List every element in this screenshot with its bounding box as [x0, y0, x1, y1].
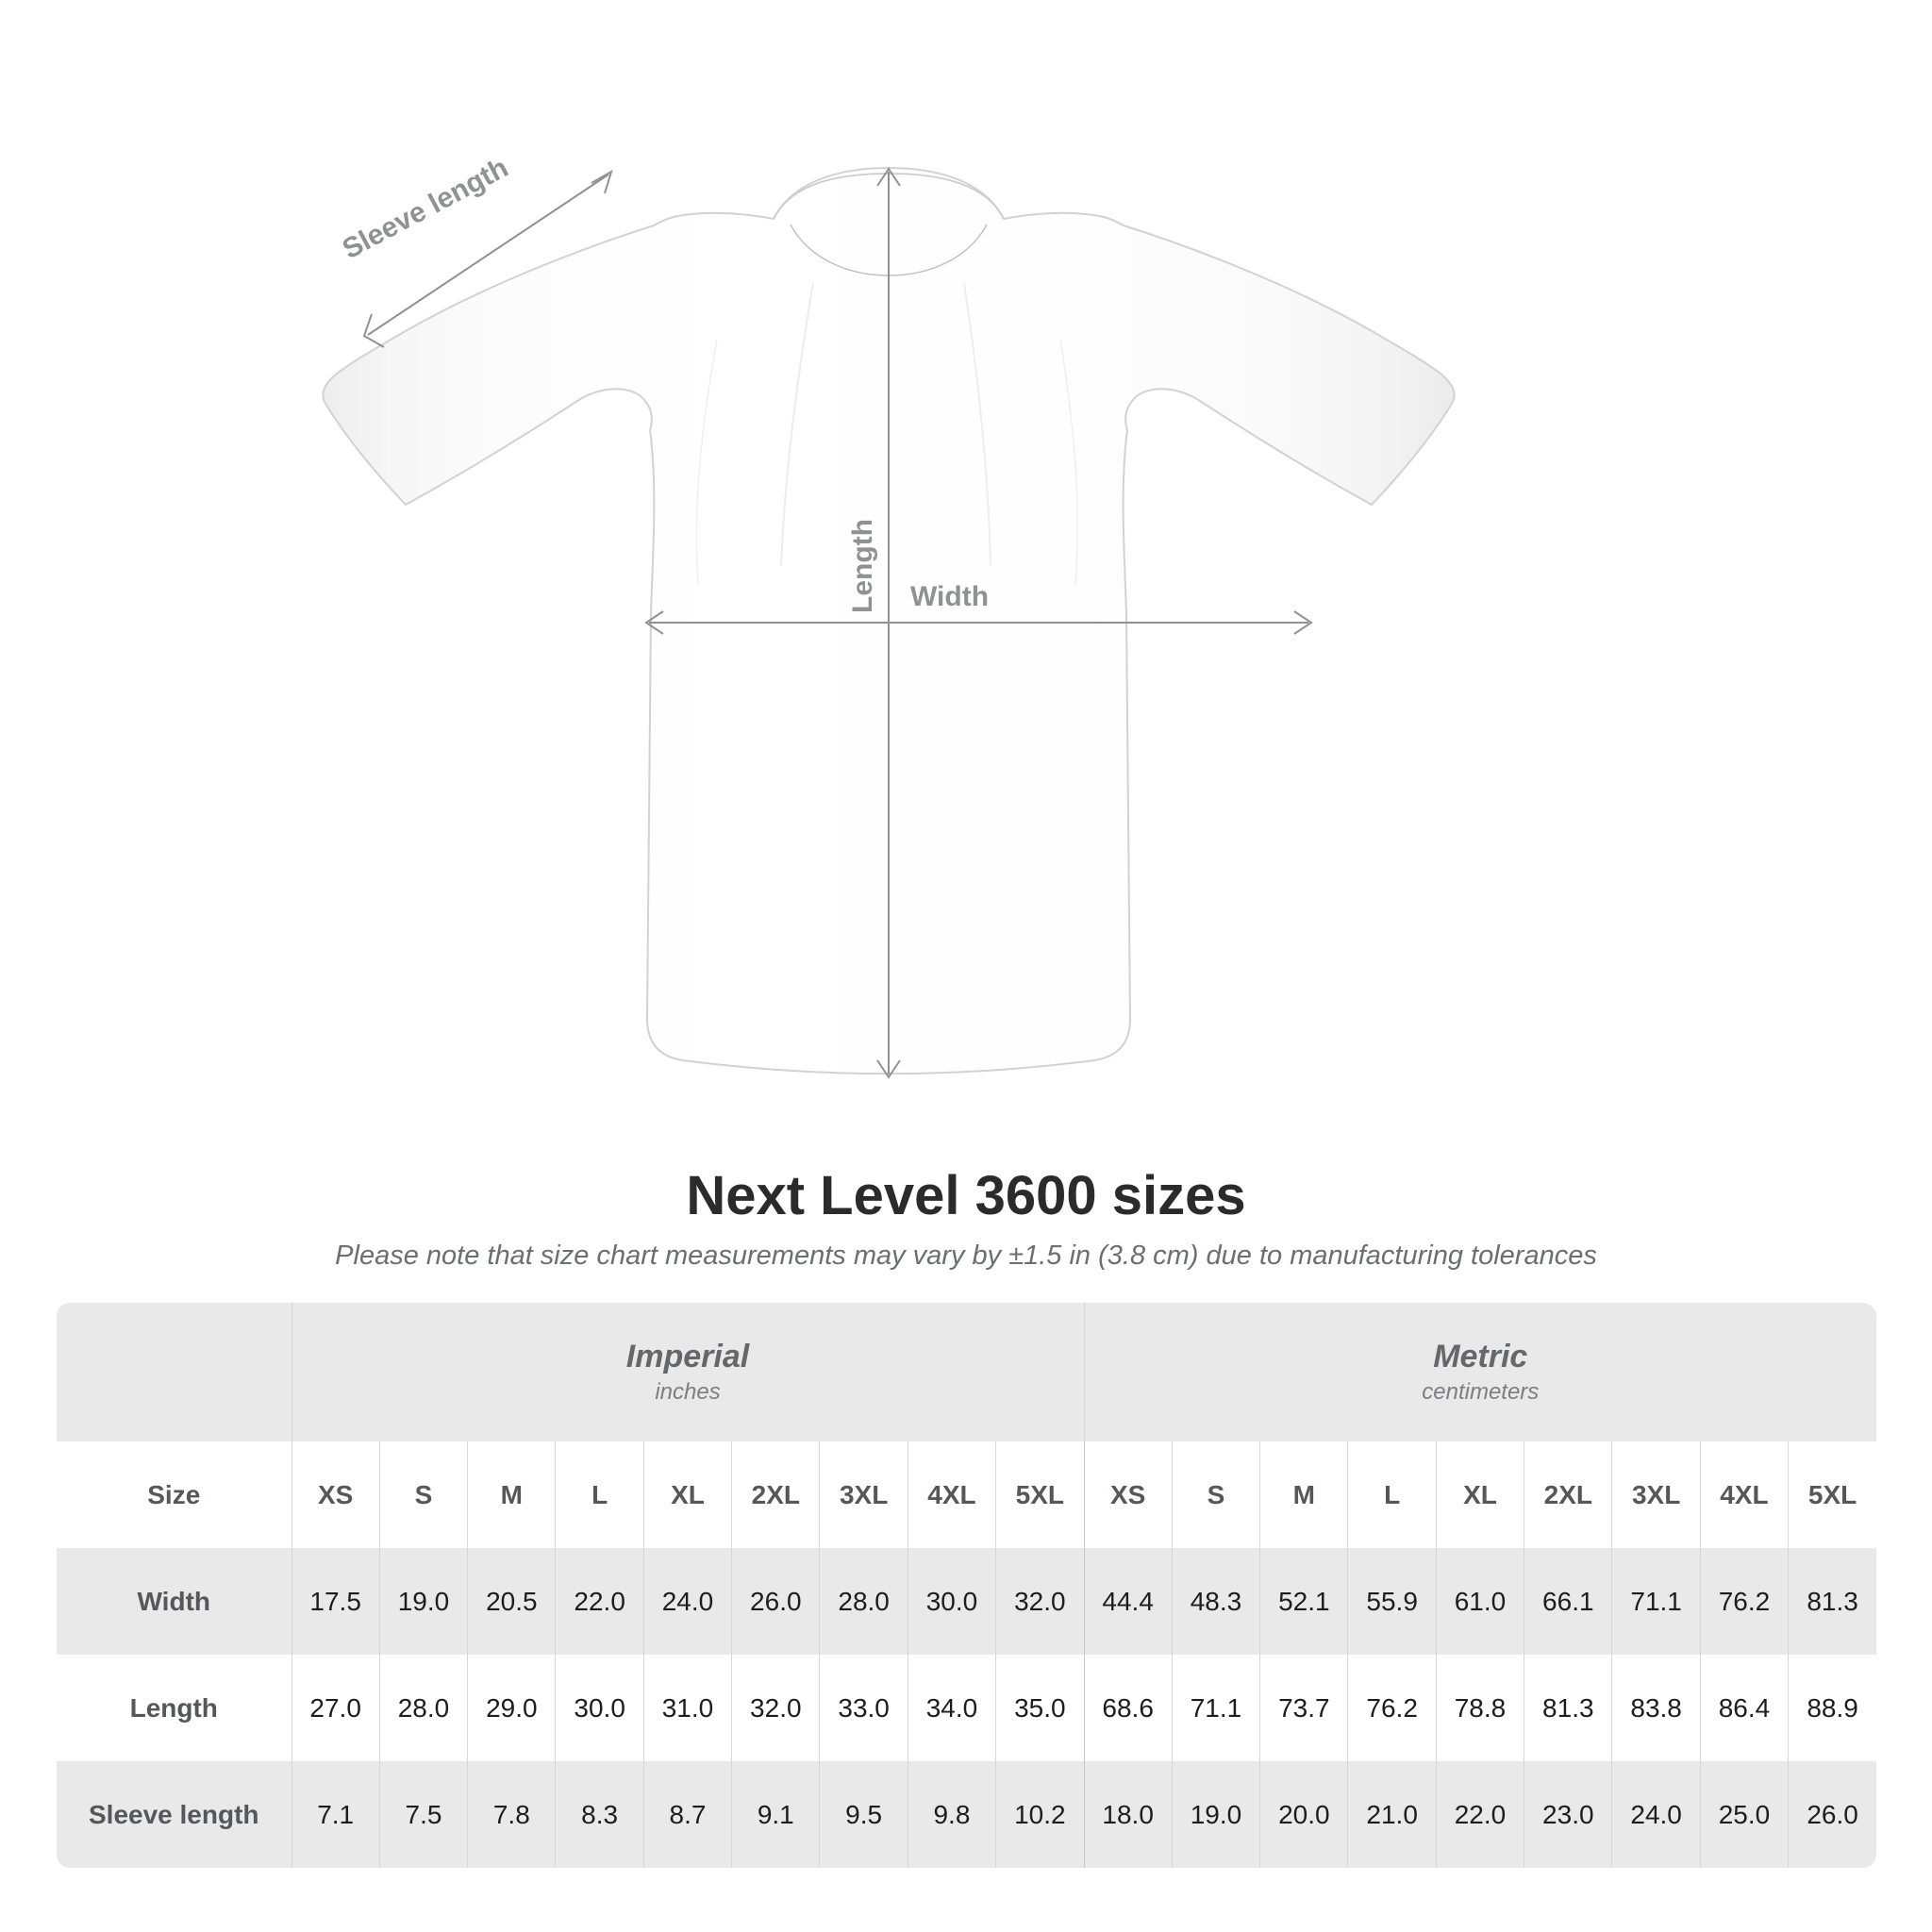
svg-text:Width: Width: [910, 581, 989, 612]
svg-text:Sleeve length: Sleeve length: [338, 152, 513, 265]
svg-text:Length: Length: [847, 519, 878, 613]
